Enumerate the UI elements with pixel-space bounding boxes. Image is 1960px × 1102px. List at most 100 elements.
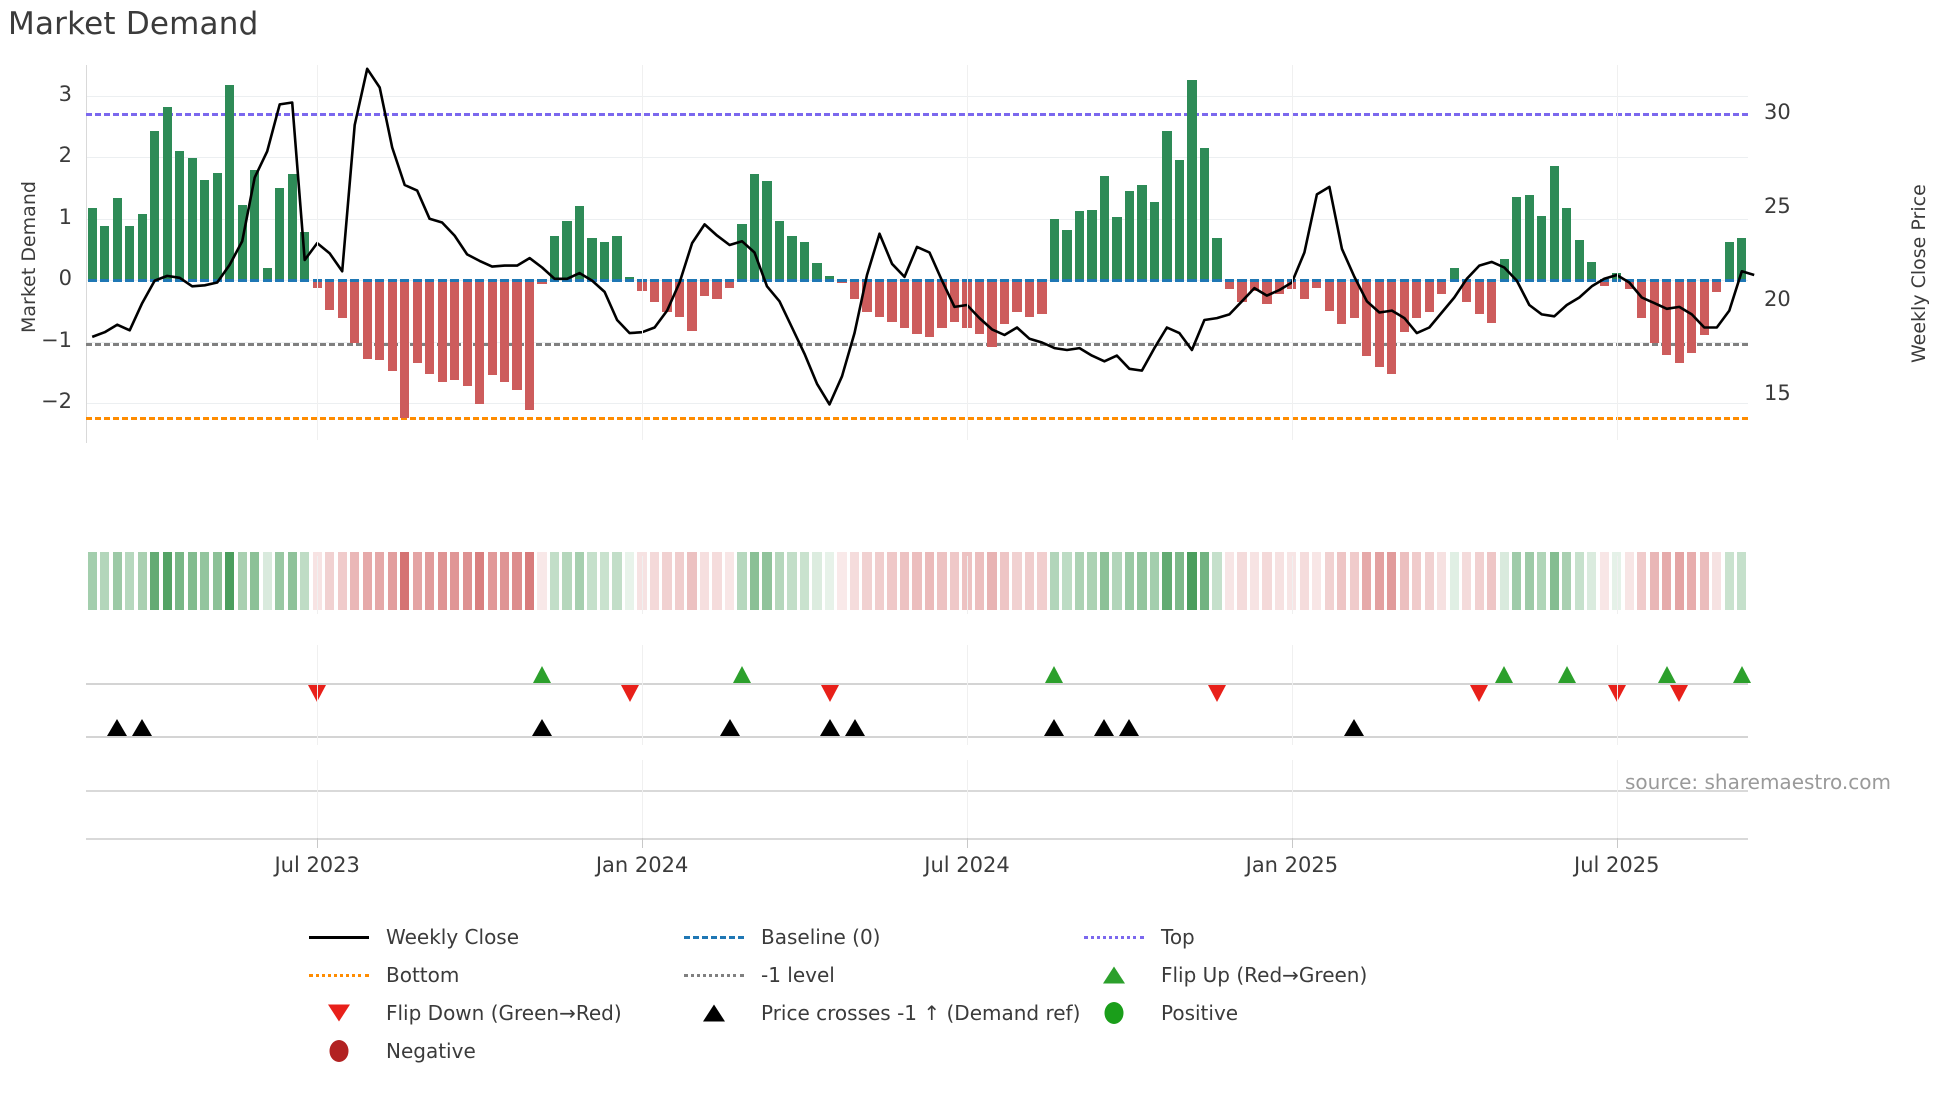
heat-strip-cell: [837, 552, 847, 610]
price-cross-marker: [1094, 719, 1115, 736]
x-axis-tick-label: Jul 2024: [924, 853, 1010, 877]
legend-label: Baseline (0): [761, 925, 881, 949]
heat-strip-cell: [1462, 552, 1472, 610]
heat-strip-cell: [674, 552, 685, 610]
baseline-marker: [412, 278, 422, 282]
demand-bar: [1624, 280, 1634, 290]
baseline-marker: [275, 278, 285, 282]
baseline-marker: [699, 278, 710, 282]
price-cross-marker: [1119, 719, 1140, 736]
legend-item[interactable]: Flip Down (Green→Red): [305, 1001, 622, 1025]
legend-item[interactable]: Positive: [1080, 1001, 1238, 1025]
demand-bar: [924, 280, 935, 337]
heat-strip-cell: [912, 552, 922, 610]
demand-bar: [262, 267, 272, 281]
baseline-marker: [687, 278, 697, 282]
legend-dot-swatch: [309, 974, 369, 977]
heat-strip-cell: [1374, 552, 1384, 610]
legend-swatch: [680, 926, 748, 948]
baseline-marker: [599, 278, 610, 282]
demand-bar: [1224, 280, 1235, 290]
demand-bar: [1012, 280, 1022, 313]
flip-up-marker: [533, 666, 552, 683]
heat-strip-cell: [1187, 552, 1197, 610]
x-tick-mark: [1616, 838, 1618, 848]
baseline-marker: [387, 278, 397, 282]
heat-strip-cell: [1599, 552, 1609, 610]
flip-up-marker: [1657, 666, 1676, 683]
heat-strip-cell: [275, 552, 285, 610]
baseline-marker: [125, 278, 135, 282]
x-tick-mark: [642, 838, 644, 848]
x-gridline: [642, 645, 644, 745]
baseline-marker: [1574, 278, 1584, 282]
x-gridline: [642, 65, 644, 440]
heat-strip-cell: [1212, 552, 1222, 610]
demand-bar: [462, 280, 472, 386]
heat-strip-cell: [1624, 552, 1634, 610]
legend-item[interactable]: Top: [1080, 925, 1195, 949]
heat-strip-cell: [250, 552, 260, 610]
legend-dash-swatch: [684, 936, 744, 939]
baseline-marker: [774, 278, 785, 282]
demand-bar: [1062, 229, 1072, 281]
demand-bar: [649, 280, 660, 303]
legend-item[interactable]: Price crosses -1 ↑ (Demand ref): [680, 1001, 1080, 1025]
baseline-marker: [1537, 278, 1547, 282]
x-gridline: [966, 645, 968, 745]
demand-bar: [100, 226, 110, 281]
demand-bar: [1312, 280, 1322, 288]
baseline-marker: [837, 278, 847, 282]
legend-item[interactable]: Baseline (0): [680, 925, 880, 949]
legend-item[interactable]: Bottom: [305, 963, 459, 987]
baseline-marker: [500, 278, 510, 282]
heat-strip-cell: [1537, 552, 1547, 610]
legend-item[interactable]: Flip Up (Red→Green): [1080, 963, 1367, 987]
lower-separator: [86, 790, 1748, 792]
heat-strip-cell: [799, 552, 810, 610]
heat-strip-cell: [325, 552, 335, 610]
baseline-marker: [475, 278, 485, 282]
heat-strip-cell: [1337, 552, 1347, 610]
legend-item[interactable]: Negative: [305, 1039, 476, 1063]
legend-item[interactable]: Weekly Close: [305, 925, 519, 949]
demand-bar: [812, 262, 822, 281]
legend-dot-swatch: [1084, 936, 1144, 939]
price-cross-marker: [844, 719, 865, 736]
demand-bar: [1449, 267, 1459, 281]
legend-label: Top: [1161, 925, 1195, 949]
demand-bar: [949, 280, 960, 322]
heat-strip-cell: [400, 552, 410, 610]
demand-bar: [1174, 160, 1185, 281]
x-gridline: [1616, 65, 1618, 440]
baseline-marker: [912, 278, 922, 282]
legend-swatch: [305, 1040, 373, 1062]
demand-bar: [350, 280, 360, 343]
demand-bar: [1337, 280, 1347, 325]
baseline-marker: [899, 278, 910, 282]
legend-item[interactable]: -1 level: [680, 963, 835, 987]
x-gridline: [317, 65, 319, 440]
heat-strip-cell: [587, 552, 597, 610]
demand-bar: [1099, 176, 1110, 281]
heat-strip-cell: [1474, 552, 1484, 610]
page-title: Market Demand: [8, 6, 259, 42]
heat-strip-cell: [112, 552, 122, 610]
baseline-marker: [987, 278, 997, 282]
legend-swatch: [1080, 1002, 1148, 1024]
demand-bar: [437, 280, 447, 382]
baseline-marker: [362, 278, 372, 282]
y-axis-tick-left: −1: [41, 327, 72, 352]
heat-strip-cell: [524, 552, 535, 610]
demand-bar: [1212, 238, 1222, 281]
demand-bar: [412, 280, 422, 364]
legend-label: Flip Up (Red→Green): [1161, 963, 1368, 987]
heat-strip-cell: [300, 552, 310, 610]
demand-bar: [524, 280, 535, 410]
demand-bar: [1674, 280, 1684, 364]
baseline-marker: [1437, 278, 1447, 282]
heat-strip-cell: [1699, 552, 1709, 610]
baseline-marker: [287, 278, 297, 282]
demand-bar: [549, 235, 560, 281]
